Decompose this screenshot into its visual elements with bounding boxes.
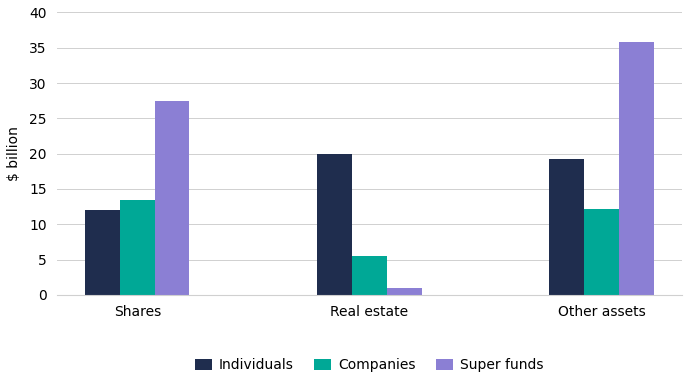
Bar — [85, 210, 120, 295]
Bar — [317, 153, 352, 295]
Bar — [584, 209, 619, 295]
Bar — [387, 288, 422, 295]
Y-axis label: $ billion: $ billion — [7, 126, 21, 181]
Bar — [120, 200, 154, 295]
Bar — [352, 256, 387, 295]
Legend: Individuals, Companies, Super funds: Individuals, Companies, Super funds — [189, 353, 549, 378]
Bar — [154, 101, 189, 295]
Bar — [619, 42, 654, 295]
Bar — [549, 159, 584, 295]
